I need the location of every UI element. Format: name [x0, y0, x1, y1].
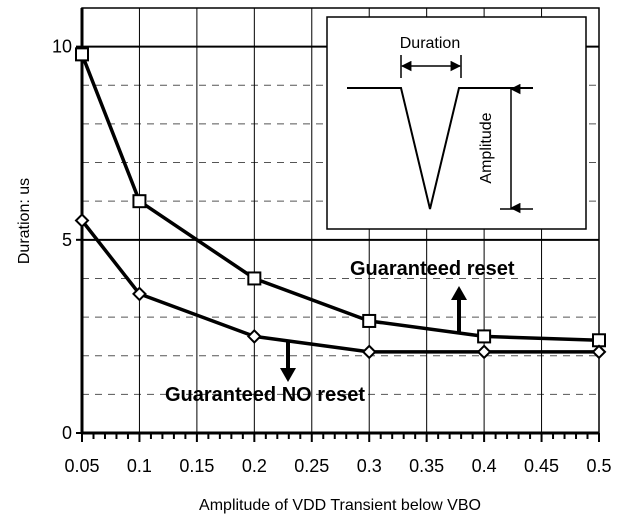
reset-label: Guaranteed reset: [350, 258, 515, 280]
reset-annotation: Guaranteed reset: [350, 258, 515, 334]
x-tick-label: 0.15: [179, 456, 214, 476]
square-marker: [477, 329, 492, 344]
y-tick-label: 5: [62, 230, 72, 250]
diamond-marker: [361, 344, 377, 360]
diamond-marker: [246, 328, 262, 344]
x-tick-label: 0.1: [127, 456, 152, 476]
inset-box: [326, 16, 587, 230]
no-reset-arrow-head: [280, 368, 296, 382]
y-tick-label: 10: [52, 37, 72, 57]
series-line-2: [80, 219, 599, 354]
x-tick-label: 0.45: [524, 456, 559, 476]
axis-ticks: 0.05 0.1 0.15 0.2 0.25 0.3 0.35 0.4 0.45 0.5 0 5 10: [52, 8, 612, 476]
inset-duration-label: Duration: [400, 35, 460, 52]
no-reset-annotation: Guaranteed NO reset: [165, 342, 365, 406]
x-tick-label: 0.35: [409, 456, 444, 476]
square-marker: [75, 47, 89, 62]
inset-waveform: [347, 87, 533, 210]
diamond-marker: [591, 344, 607, 360]
no-reset-label: Guaranteed NO reset: [165, 384, 365, 406]
x-tick-label: 0.2: [242, 456, 267, 476]
x-tick-label: 0.4: [472, 456, 497, 476]
x-tick-label: 0.05: [64, 456, 99, 476]
y-tick-label: 0: [62, 423, 72, 443]
reset-arrow-head: [451, 286, 467, 300]
x-tick-label: 0.25: [294, 456, 329, 476]
x-tick-label: 0.3: [357, 456, 382, 476]
x-axis-title: Amplitude of VDD Transient below VBO: [199, 497, 481, 514]
square-marker: [132, 194, 147, 209]
series-group: [74, 47, 607, 360]
diamond-marker: [476, 344, 492, 360]
inset-amplitude-label: Amplitude: [478, 112, 495, 183]
diamond-marker: [74, 213, 90, 228]
series-line-1: [80, 53, 600, 343]
x-tick-label: 0.5: [586, 456, 611, 476]
square-marker: [247, 271, 262, 286]
square-marker: [362, 313, 377, 328]
y-axis-title: Duration: us: [16, 178, 33, 264]
waveform-inset: Duration Amplitude: [326, 16, 587, 230]
diamond-marker: [132, 286, 147, 302]
